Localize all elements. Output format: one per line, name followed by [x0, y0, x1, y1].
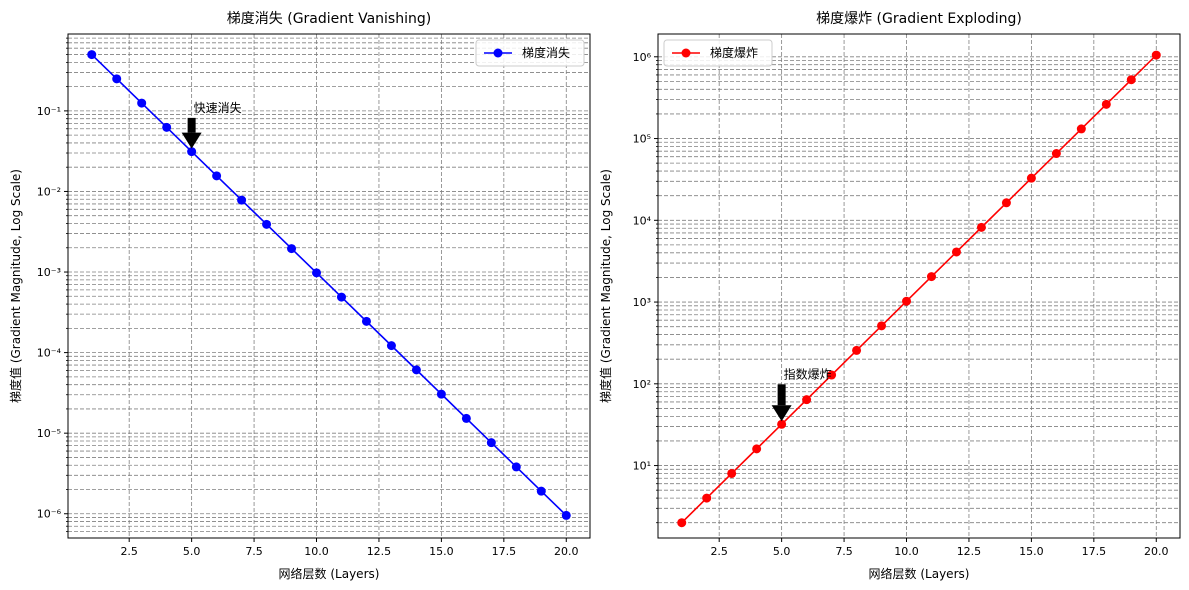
data-point — [87, 50, 97, 60]
data-point — [411, 365, 421, 375]
y-axis-label: 梯度值 (Gradient Magnitude, Log Scale) — [8, 169, 23, 403]
axes-frame — [657, 33, 1181, 539]
data-point — [951, 247, 961, 257]
data-point — [827, 370, 837, 380]
data-point — [486, 438, 496, 448]
x-tick-label: 15.0 — [429, 545, 454, 558]
data-point — [877, 321, 887, 331]
x-tick-label: 17.5 — [1082, 545, 1107, 558]
x-tick-label: 5.0 — [183, 545, 201, 558]
data-point — [976, 222, 986, 232]
annotation-arrow-shaft — [187, 117, 196, 133]
data-point — [287, 244, 297, 254]
data-point — [436, 389, 446, 399]
y-tick-label: 10⁵ — [633, 133, 651, 146]
x-tick-label: 10.0 — [894, 545, 919, 558]
data-point — [1101, 99, 1111, 109]
x-tick-label: 10.0 — [304, 545, 329, 558]
series-line — [681, 54, 1157, 524]
data-point — [312, 268, 322, 278]
y-tick-label: 10³ — [633, 296, 651, 309]
y-tick-label: 10⁻⁶ — [37, 508, 62, 521]
annotation-arrow-head — [181, 132, 202, 149]
data-point — [187, 147, 197, 157]
data-point — [677, 518, 687, 528]
data-point — [386, 341, 396, 351]
y-tick-label: 10⁻² — [37, 185, 61, 198]
x-tick-label: 12.5 — [367, 545, 392, 558]
y-tick-label: 10⁴ — [633, 214, 652, 227]
legend: 梯度消失 — [475, 39, 585, 67]
series-line — [91, 53, 567, 516]
y-axis-label: 梯度值 (Gradient Magnitude, Log Scale) — [598, 169, 613, 403]
legend-box — [475, 39, 585, 67]
annotation-text: 指数爆炸 — [784, 366, 832, 381]
x-tick-label: 17.5 — [492, 545, 517, 558]
y-tick-label: 10⁻⁵ — [37, 427, 61, 440]
x-tick-label: 5.0 — [773, 545, 791, 558]
data-point — [1126, 75, 1136, 85]
data-point — [336, 292, 346, 302]
x-tick-label: 20.0 — [554, 545, 579, 558]
data-point — [926, 272, 936, 282]
data-point — [1051, 149, 1061, 159]
x-tick-label: 20.0 — [1144, 545, 1169, 558]
x-tick-label: 2.5 — [120, 545, 138, 558]
data-point — [511, 462, 521, 472]
y-tick-label: 10⁻¹ — [37, 105, 61, 118]
data-point — [212, 171, 222, 181]
legend-marker-swatch — [681, 48, 691, 58]
chart-title: 梯度爆炸 (Gradient Exploding) — [816, 11, 1022, 27]
data-point — [702, 493, 712, 503]
y-tick-label: 10⁻⁴ — [37, 347, 62, 360]
data-point — [262, 219, 272, 229]
x-tick-label: 12.5 — [957, 545, 982, 558]
x-tick-label: 7.5 — [835, 545, 853, 558]
x-tick-label: 2.5 — [710, 545, 728, 558]
legend-marker-swatch — [493, 48, 503, 58]
data-point — [1151, 50, 1161, 60]
annotation-arrow-head — [771, 405, 792, 422]
y-tick-label: 10⁶ — [633, 51, 652, 64]
data-point — [461, 413, 471, 423]
x-tick-label: 7.5 — [245, 545, 263, 558]
data-point — [1026, 173, 1036, 183]
data-point — [536, 486, 546, 496]
data-point — [902, 296, 912, 306]
data-point — [1001, 198, 1011, 208]
grid — [658, 34, 1180, 538]
data-point — [561, 510, 571, 520]
data-point — [361, 316, 371, 326]
axes-frame — [67, 33, 591, 539]
data-point — [1076, 124, 1086, 134]
data-point — [137, 98, 147, 108]
y-tick-label: 10⁻³ — [37, 266, 61, 279]
legend-label: 梯度消失 — [522, 45, 570, 60]
x-tick-label: 15.0 — [1019, 545, 1044, 558]
data-point — [802, 395, 812, 405]
data-point — [237, 195, 247, 205]
y-tick-label: 10² — [633, 378, 651, 391]
annotation-text: 快速消失 — [194, 100, 242, 115]
legend-box — [663, 39, 773, 67]
y-tick-label: 10¹ — [633, 460, 651, 473]
data-point — [752, 444, 762, 454]
legend: 梯度爆炸 — [663, 39, 773, 67]
exploding-panel: 2.5 5.0 7.5 10.0 12.5 15.0 17.5 20.0 10¹ 10² 10³ 10… — [598, 11, 1181, 581]
annotation-arrow-shaft — [777, 384, 786, 406]
x-axis-label: 网络层数 (Layers) — [279, 566, 380, 581]
vanishing-panel: 2.5 5.0 7.5 10.0 12.5 15.0 17.5 20.0 10⁻⁶ 10⁻⁵ 10⁻… — [8, 11, 591, 581]
data-point — [112, 74, 122, 84]
legend-label: 梯度爆炸 — [710, 45, 758, 60]
chart-title: 梯度消失 (Gradient Vanishing) — [227, 11, 431, 27]
data-point — [727, 468, 737, 478]
data-point — [162, 122, 172, 132]
data-point — [777, 419, 787, 429]
data-point — [852, 345, 862, 355]
x-axis-label: 网络层数 (Layers) — [869, 566, 970, 581]
